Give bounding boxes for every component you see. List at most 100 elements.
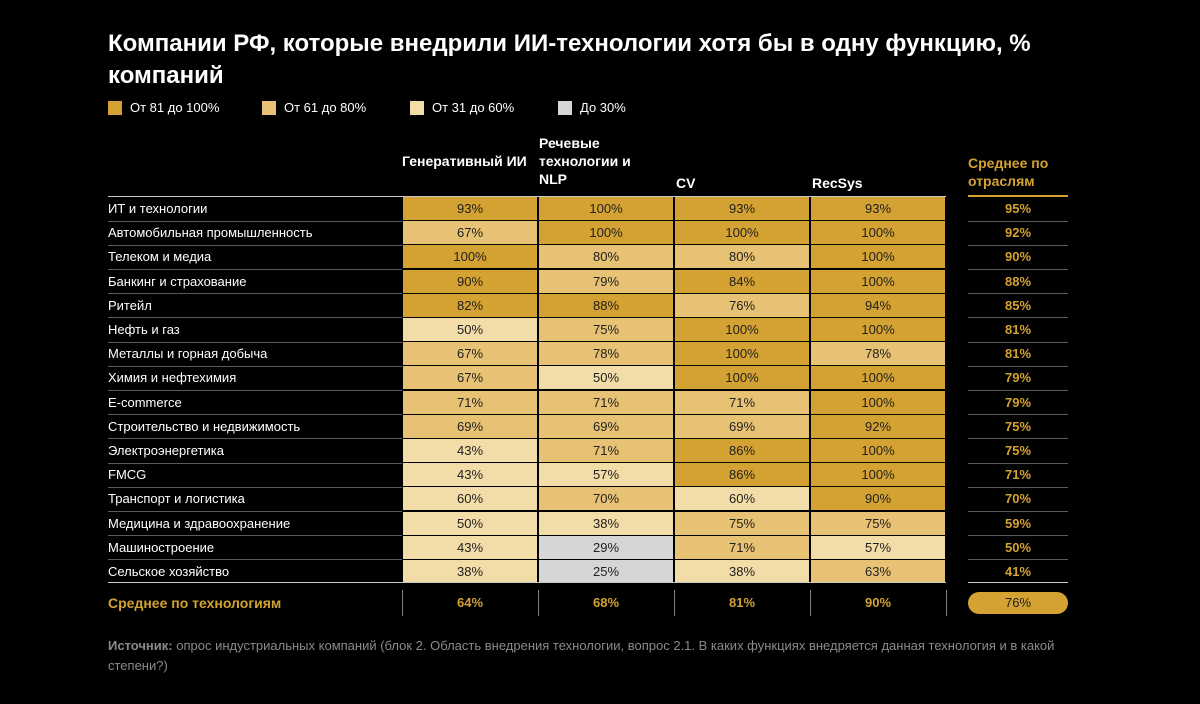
heatmap-cell: 57% [539,463,673,487]
heatmap-cell: 100% [811,221,945,245]
heatmap-cell: 93% [403,197,537,220]
heatmap-cell: 29% [539,535,673,559]
avg-row-divider [968,365,1068,367]
footer-separator [674,590,675,616]
heatmap-cell: 80% [675,245,809,269]
row-divider [108,559,402,561]
heatmap-cell: 67% [403,366,537,390]
heatmap-cell: 75% [675,511,809,535]
table-bottom-divider [108,582,946,583]
heatmap-cell: 82% [403,293,537,317]
heatmap-cell: 100% [811,439,945,462]
heatmap-cell: 100% [675,318,809,341]
heatmap-cell: 100% [539,197,673,220]
footer-separator [402,590,403,616]
row-divider [108,486,402,488]
row-divider [108,293,402,295]
heatmap-cell: 69% [539,414,673,438]
heatmap-cell: 90% [811,487,945,511]
column-header-cv: CV [676,175,696,191]
row-label: Строительство и недвижимость [108,418,301,434]
legend-label: От 61 до 80% [284,100,367,115]
legend-swatch [558,101,572,115]
heatmap-cell: 86% [675,439,809,462]
legend-swatch [410,101,424,115]
row-label: Автомобильная промышленность [108,225,313,241]
row-average: 85% [1004,297,1032,313]
avg-row-divider [968,244,1068,246]
heatmap-cell: 25% [539,560,673,583]
row-average: 71% [1004,467,1032,483]
footer-label: Среднее по технологиям [108,595,282,611]
row-label: Медицина и здравоохранение [108,515,291,531]
row-label: Ритейл [108,297,152,313]
heatmap-cell: 100% [675,342,809,366]
avg-row-divider [968,220,1068,222]
avg-row-divider [968,317,1068,319]
header-divider [108,196,946,197]
footer-avg-genai: 64% [456,595,484,610]
heatmap-cell: 60% [675,487,809,511]
heatmap-cell: 100% [811,318,945,341]
row-average: 79% [1004,370,1032,386]
avg-row-divider [968,486,1068,488]
source-prefix: Источник: [108,638,173,653]
column-header-nlp: Речевые технологии и NLP [539,135,631,187]
row-average: 79% [1004,394,1032,410]
heatmap-cell: 93% [675,197,809,220]
row-divider [108,341,402,343]
heatmap-cell: 76% [675,293,809,317]
row-divider [108,535,402,537]
heatmap-cell: 92% [811,414,945,438]
heatmap-cell: 84% [675,269,809,293]
heatmap-cell: 86% [675,463,809,487]
footer-separator [946,590,947,616]
heatmap-cell: 100% [811,463,945,487]
heatmap-cell: 100% [811,390,945,414]
heatmap-cell: 50% [539,366,673,390]
heatmap-cell: 100% [539,221,673,245]
heatmap-cell: 78% [811,342,945,366]
heatmap-cell: 67% [403,221,537,245]
legend-label: От 31 до 60% [432,100,515,115]
row-label: Электроэнергетика [108,443,224,458]
heatmap-cell: 71% [675,535,809,559]
row-label: Телеком и медиа [108,249,212,265]
heatmap-cell: 94% [811,293,945,317]
heatmap-cell: 78% [539,342,673,366]
heatmap-cell: 63% [811,560,945,583]
heatmap-cell: 71% [539,439,673,462]
heatmap-cell: 38% [403,560,537,583]
row-label: Транспорт и логистика [108,491,245,507]
avg-row-divider [968,462,1068,464]
row-label: FMCG [108,467,147,483]
row-divider [108,414,402,416]
heatmap-cell: 43% [403,535,537,559]
heatmap-cell: 100% [675,366,809,390]
row-average: 59% [1004,515,1032,531]
row-divider [108,269,402,270]
row-label: Сельское хозяйство [108,564,230,579]
row-divider [108,390,402,391]
avg-row-divider [968,414,1068,416]
heatmap-cell: 88% [539,293,673,317]
row-divider [108,462,402,464]
row-label: E-commerce [108,394,182,410]
heatmap-cell: 60% [403,487,537,511]
row-average: 75% [1004,443,1032,458]
avg-row-divider [968,438,1068,440]
heatmap-cell: 67% [403,342,537,366]
heatmap-cell: 50% [403,511,537,535]
heatmap-cell: 71% [539,390,673,414]
row-divider [108,317,402,319]
footer-avg-cv: 81% [728,595,756,610]
source-text: опрос индустриальных компаний (блок 2. О… [108,638,1055,673]
row-average: 88% [1004,273,1032,289]
heatmap-cell: 90% [403,269,537,293]
column-header-genai: Генеративный ИИ [402,153,527,169]
column-header-average: Среднее по отраслям [968,155,1049,189]
footer-separator [810,590,811,616]
row-average: 70% [1004,491,1032,507]
heatmap-cell: 38% [539,511,673,535]
heatmap-cell: 43% [403,463,537,487]
